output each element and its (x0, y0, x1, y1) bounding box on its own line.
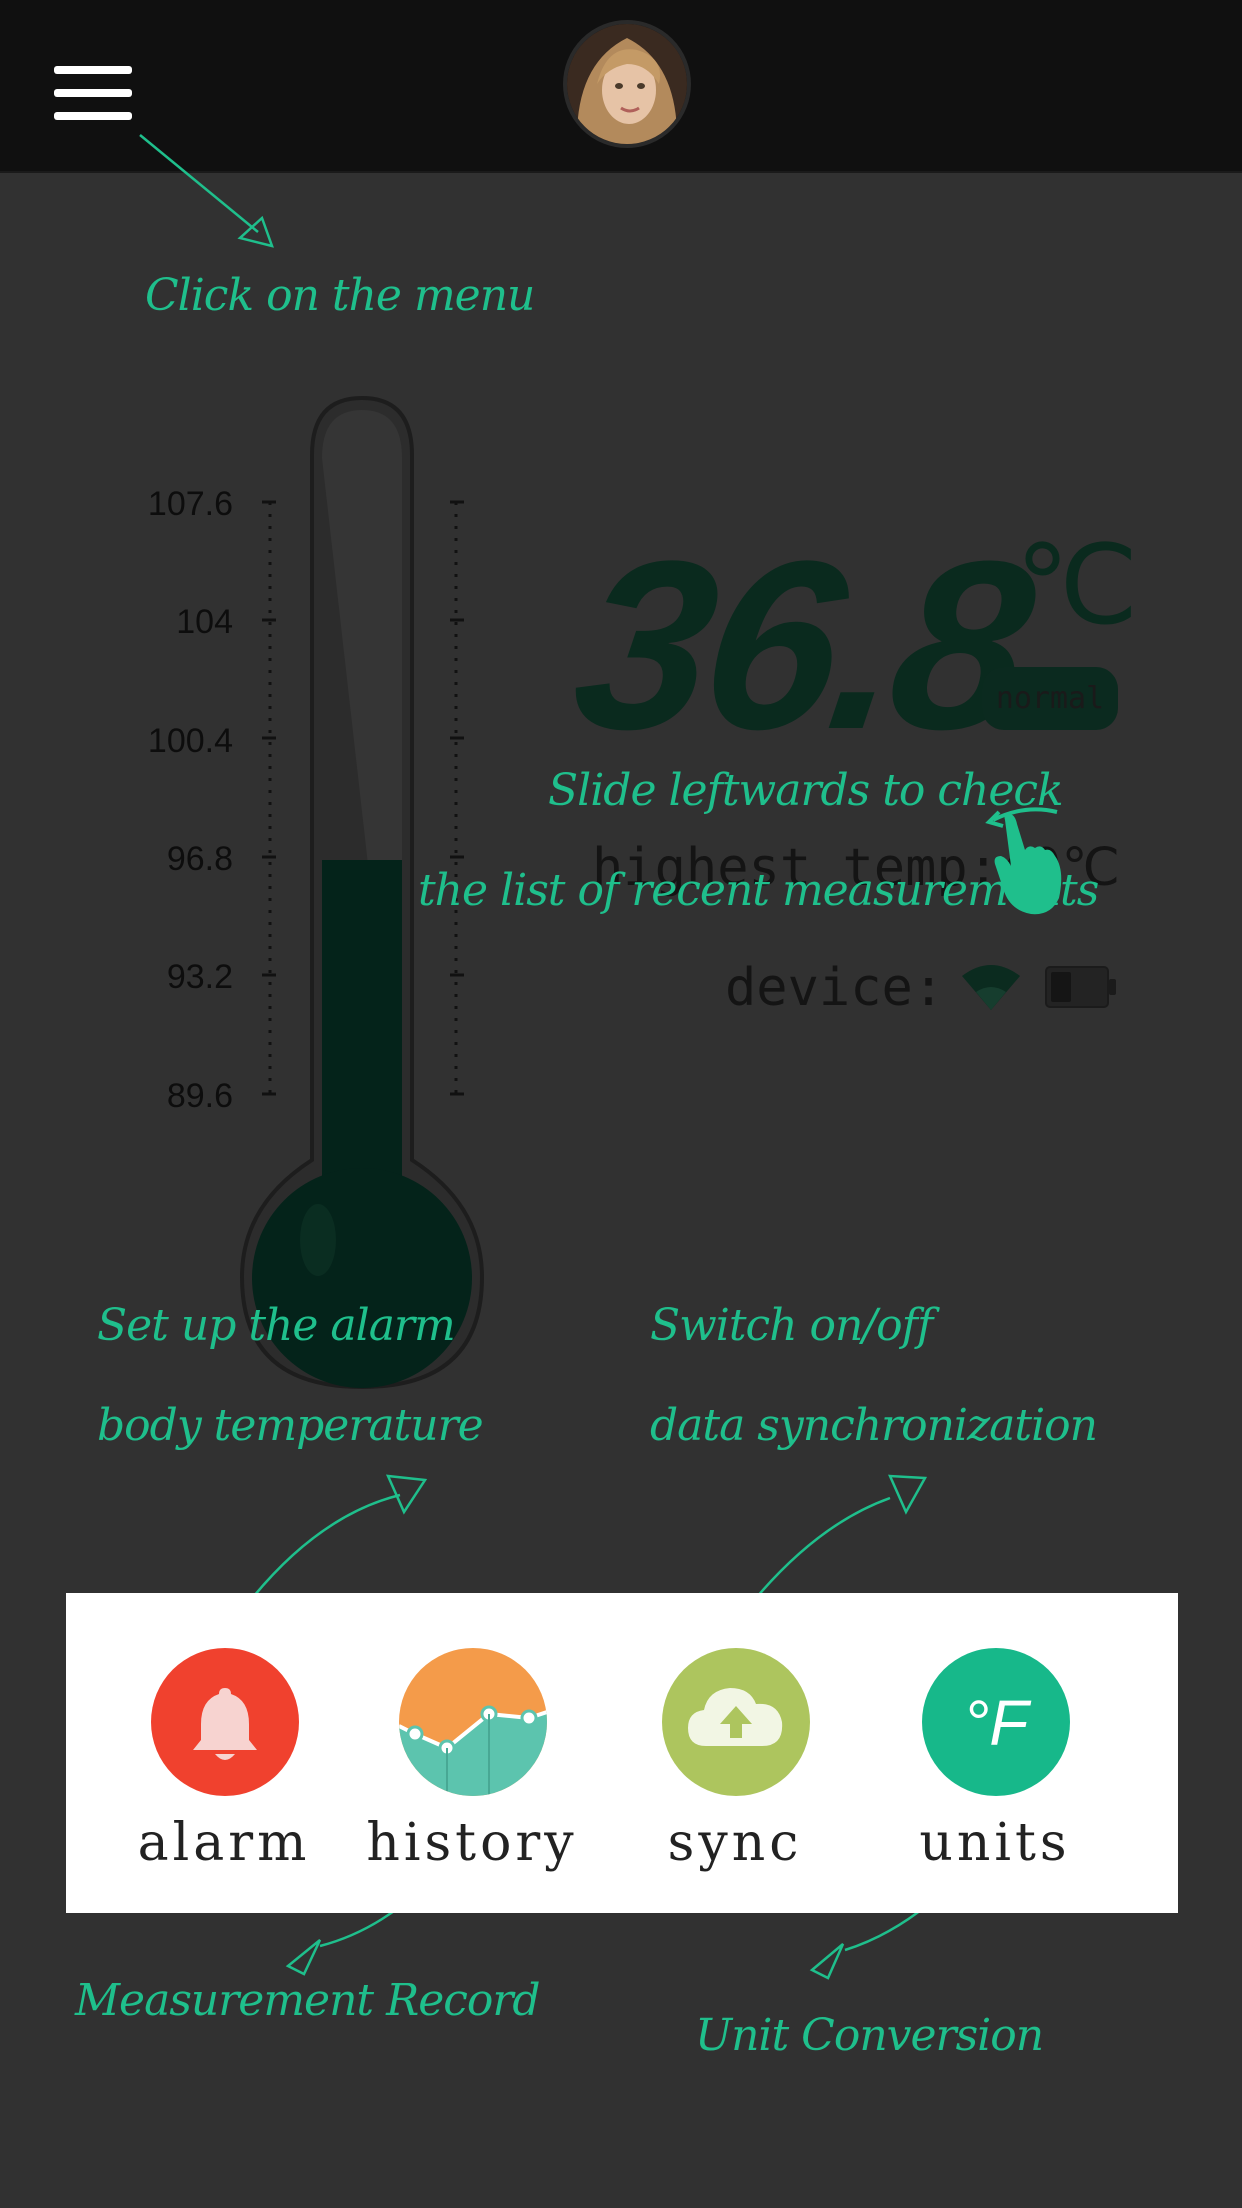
alarm-hint-line2: body temperature (97, 1400, 484, 1451)
units-hint: Unit Conversion (695, 2010, 1044, 2061)
highest-temp-label: highest temp:40 (592, 838, 1062, 898)
sync-button[interactable]: sync (615, 1593, 855, 1913)
scale-label: 100.4 (147, 722, 233, 760)
units-label: units (919, 1813, 1071, 1873)
sync-hint-line1: Switch on/off (650, 1300, 933, 1351)
slide-hint-line2: the list of recent measurements (418, 865, 1099, 916)
status-badge: normal (982, 667, 1118, 730)
celsius-unit: ℃ (1015, 521, 1139, 649)
sync-label: sync (667, 1813, 803, 1873)
temperature-reading: 36.8 (561, 511, 1042, 779)
history-button[interactable]: history (352, 1593, 592, 1913)
wifi-icon (960, 962, 1022, 1012)
scale-label: 89.6 (166, 1077, 233, 1115)
slide-hint-line1: Slide leftwards to check (548, 765, 1064, 816)
alarm-hint-line1: Set up the alarm (97, 1300, 456, 1351)
scale-label: 93.2 (166, 958, 233, 996)
alarm-label: alarm (137, 1813, 311, 1873)
swipe-hand-icon (985, 790, 1075, 920)
scale-label: 96.8 (166, 840, 233, 878)
cloud-upload-icon (662, 1648, 810, 1796)
sync-hint-line2: data synchronization (650, 1400, 1098, 1451)
highest-temp-unit: ℃ (1061, 838, 1121, 898)
thermometer: 107.6 104 100.4 96.8 93.2 89.6 (147, 395, 485, 1390)
user-avatar[interactable] (563, 20, 691, 148)
highest-temp: highest temp:40℃ (592, 838, 1120, 898)
fahrenheit-icon: °F (922, 1648, 1070, 1796)
bottom-toolbar: alarm history sync (66, 1593, 1178, 1913)
units-button[interactable]: °F units (875, 1593, 1115, 1913)
chart-line-icon (399, 1648, 547, 1796)
fahrenheit-glyph: °F (963, 1687, 1029, 1759)
device-label: device: (725, 958, 945, 1018)
scale-label: 104 (176, 603, 233, 641)
battery-icon (1045, 966, 1117, 1008)
history-label: history (366, 1813, 578, 1873)
scale-label: 107.6 (147, 485, 233, 523)
history-hint: Measurement Record (75, 1975, 541, 2026)
hamburger-menu-icon[interactable] (50, 62, 136, 132)
alarm-button[interactable]: alarm (104, 1593, 344, 1913)
top-bar (0, 0, 1242, 173)
menu-hint: Click on the menu (145, 270, 535, 321)
bell-icon (151, 1648, 299, 1796)
